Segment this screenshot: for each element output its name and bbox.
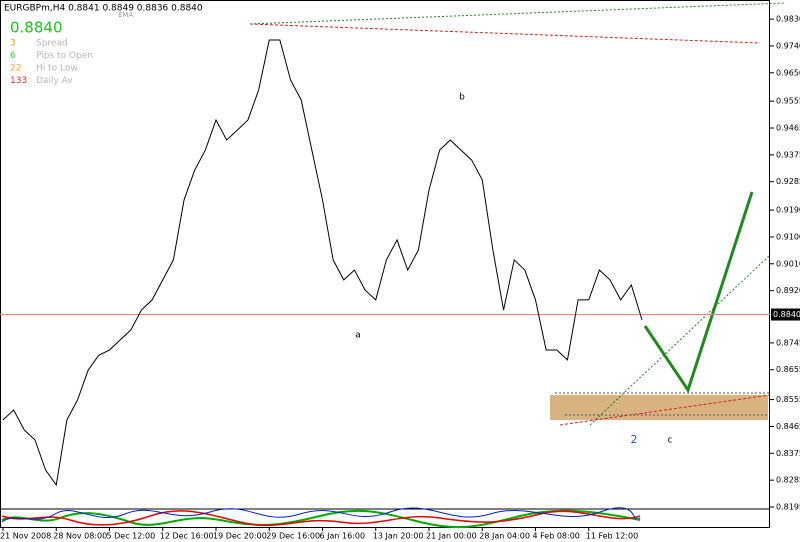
x-tick-label: 21 Nov 2008 xyxy=(0,532,51,541)
annotation: a xyxy=(355,331,361,341)
x-tick-label: 6 Jan 16:00 xyxy=(320,532,366,541)
x-tick-label: 28 Nov 08:00 xyxy=(53,532,107,541)
y-tick-label: 0.8655 xyxy=(776,365,800,374)
oscillator xyxy=(1,510,641,527)
y-tick-label: 0.9285 xyxy=(776,177,800,186)
y-tick-label: 0.8745 xyxy=(776,338,800,347)
info-label: Daily Av xyxy=(36,76,73,86)
y-tick-label: 0.8195 xyxy=(776,503,800,512)
x-tick-label: 28 Jan 04:00 xyxy=(479,532,530,541)
info-label: Hi to Low xyxy=(36,64,78,74)
symbol-header: EURGBPm,H4 0.8841 0.8849 0.8836 0.8840 xyxy=(4,4,203,14)
x-tick-label: 5 Dec 12:00 xyxy=(107,532,156,541)
y-tick-label: 0.9555 xyxy=(776,97,800,106)
last-price-box xyxy=(771,308,800,321)
oscillator xyxy=(1,509,641,529)
x-tick-label: 12 Dec 16:00 xyxy=(160,532,214,541)
y-tick-label: 0.8465 xyxy=(776,422,800,431)
info-number: 22 xyxy=(10,64,21,74)
x-tick-label: 4 Feb 08:00 xyxy=(533,532,580,541)
info-number: 133 xyxy=(10,76,27,86)
info-label: Spread xyxy=(36,39,68,49)
y-tick-label: 0.8375 xyxy=(776,449,800,458)
projected-wave xyxy=(643,191,754,394)
info-label: Pips to Open xyxy=(36,51,93,61)
annotation: c xyxy=(668,436,673,446)
info-number: 6 xyxy=(10,51,16,61)
y-tick-label: 0.9375 xyxy=(776,150,800,159)
y-tick-label: 0.9465 xyxy=(776,124,800,133)
last-price-label: 0.8840 xyxy=(773,310,800,319)
annotation: 2 xyxy=(631,433,638,446)
last-price-big: 0.8840 xyxy=(10,19,63,37)
trendline xyxy=(249,2,786,25)
y-tick-label: 0.8555 xyxy=(776,395,800,404)
x-tick-label: 19 Dec 20:00 xyxy=(213,532,267,541)
trendline xyxy=(559,394,771,426)
target-zone xyxy=(550,395,768,420)
x-tick-label: 21 Jan 00:00 xyxy=(426,532,477,541)
y-tick-label: 0.8285 xyxy=(776,476,800,485)
x-tick-label: 11 Feb 12:00 xyxy=(586,532,638,541)
x-tick-label: 13 Jan 20:00 xyxy=(373,532,424,541)
x-tick-label: 29 Dec 16:00 xyxy=(266,532,320,541)
info-number: 3 xyxy=(10,39,16,49)
price-line xyxy=(2,39,643,487)
indicator-name: EMA xyxy=(118,11,133,19)
trendline xyxy=(249,23,761,44)
oscillator xyxy=(1,507,641,523)
trendline xyxy=(589,254,771,426)
annotation: b xyxy=(459,93,465,103)
plot-frame xyxy=(0,0,770,528)
